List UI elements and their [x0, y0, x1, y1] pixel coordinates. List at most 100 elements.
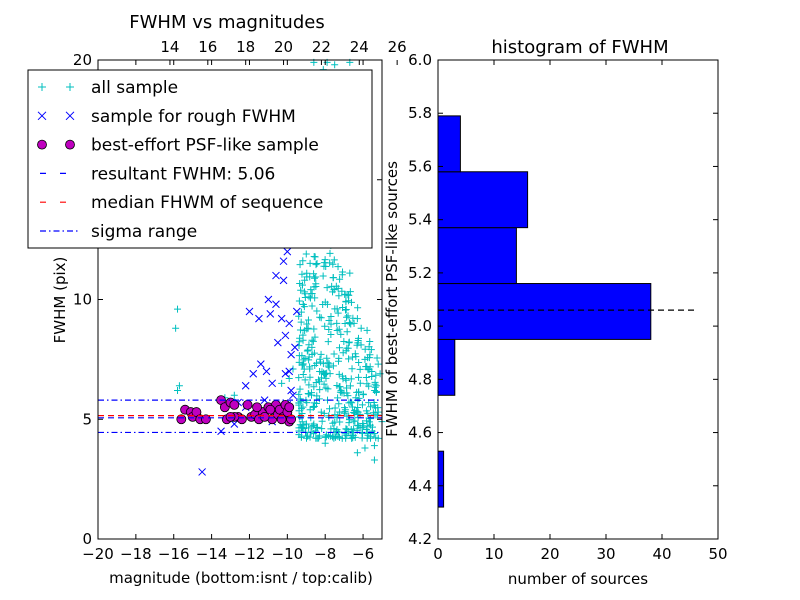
- all-sample-point: [354, 304, 362, 312]
- all-sample-point: [311, 333, 319, 341]
- all-sample-point: [330, 434, 338, 442]
- psf-like-point: [252, 402, 262, 413]
- all-sample-point: [329, 260, 337, 268]
- all-sample-point: [327, 312, 335, 320]
- all-sample-point: [361, 345, 369, 353]
- all-sample-point: [316, 313, 324, 321]
- all-sample-point: [334, 284, 342, 292]
- all-sample-point: [301, 327, 309, 335]
- x-tick-label: 50: [708, 545, 727, 563]
- top-tick-label: 14: [160, 38, 179, 56]
- all-sample-point: [335, 292, 343, 300]
- rough-fwhm-point: [249, 369, 258, 378]
- all-sample-point: [349, 353, 357, 361]
- legend-label: best-effort PSF-like sample: [91, 136, 319, 156]
- all-sample-point: [354, 334, 362, 342]
- all-sample-point: [298, 405, 306, 413]
- histogram-bar: [437, 450, 445, 508]
- all-sample-point: [322, 384, 330, 392]
- scatter-panel: −20−18−16−14−12−10−8−6051015201416182022…: [27, 12, 407, 587]
- all-sample-point: [354, 404, 362, 412]
- all-sample-point: [353, 449, 361, 457]
- scatter-legend: all sample sample for rough FWHM best-effo…: [27, 69, 373, 249]
- y-tick-label: 5.0: [408, 317, 432, 335]
- all-sample-point: [301, 376, 309, 384]
- all-sample-point: [343, 328, 351, 336]
- all-sample-point: [352, 407, 360, 415]
- all-sample-point: [309, 337, 317, 345]
- psf-like-point: [265, 404, 276, 415]
- all-sample-point: [346, 382, 354, 390]
- all-sample-point: [175, 382, 183, 390]
- all-sample-point: [345, 355, 353, 363]
- all-sample-point: [322, 374, 330, 382]
- histogram-bar: [437, 227, 517, 285]
- y-tick-label: 0: [82, 530, 92, 548]
- all-sample-point: [360, 422, 368, 430]
- all-sample-point: [305, 390, 313, 398]
- all-sample-point: [329, 288, 337, 296]
- all-sample-point: [329, 274, 337, 282]
- all-sample-point: [310, 274, 318, 282]
- rough-fwhm-point: [283, 247, 292, 256]
- all-sample-point: [172, 324, 180, 332]
- all-sample-point: [309, 403, 317, 411]
- all-sample-point: [306, 433, 314, 441]
- all-sample-point: [313, 423, 321, 431]
- all-sample-point: [334, 309, 342, 317]
- all-sample-point: [350, 319, 358, 327]
- all-sample-point: [335, 400, 343, 408]
- all-sample-point: [365, 354, 373, 362]
- all-sample-point: [295, 297, 303, 305]
- psf-like-point: [284, 402, 295, 413]
- all-sample-point: [317, 350, 325, 358]
- all-sample-point: [333, 427, 341, 435]
- all-sample-point: [370, 430, 378, 438]
- all-sample-point: [174, 387, 182, 395]
- all-sample-point: [348, 434, 356, 442]
- rough-fwhm-point: [277, 314, 286, 323]
- all-sample-point: [316, 368, 324, 376]
- all-sample-point: [305, 424, 313, 432]
- all-sample-point: [312, 261, 320, 269]
- all-sample-point: [320, 380, 328, 388]
- all-sample-point: [324, 359, 332, 367]
- all-sample-point: [308, 289, 316, 297]
- all-sample-point: [305, 353, 313, 361]
- y-tick-label: 10: [73, 291, 92, 309]
- all-sample-point: [306, 373, 314, 381]
- x-tick-label: −8: [314, 545, 336, 563]
- all-sample-point: [317, 408, 325, 416]
- all-sample-point: [366, 338, 374, 346]
- legend-label: resultant FWHM: 5.06: [91, 164, 275, 184]
- x-tick-label: 20: [540, 545, 559, 563]
- y-tick-label: 5.8: [408, 104, 432, 122]
- all-sample-point: [331, 305, 339, 313]
- all-sample-point: [346, 269, 354, 277]
- all-sample-point: [312, 280, 320, 288]
- rough-fwhm-point: [291, 343, 299, 352]
- all-sample-point: [363, 380, 371, 388]
- all-sample-point: [296, 261, 304, 269]
- all-sample-point: [353, 315, 361, 323]
- x-tick-label: −10: [272, 545, 304, 563]
- all-sample-point: [298, 418, 306, 426]
- all-sample-point: [345, 291, 353, 299]
- histogram-bar: [437, 171, 529, 229]
- y-tick-label: 5: [82, 410, 92, 428]
- all-sample-point: [359, 390, 367, 398]
- all-sample-point: [355, 388, 363, 396]
- all-sample-point: [348, 403, 356, 411]
- all-sample-point: [374, 408, 382, 416]
- all-sample-point: [300, 303, 308, 311]
- all-sample-point: [310, 383, 318, 391]
- rough-fwhm-point: [274, 338, 282, 347]
- top-tick-label: 16: [198, 38, 217, 56]
- all-sample-point: [296, 326, 304, 334]
- all-sample-point: [308, 336, 316, 344]
- all-sample-point: [311, 294, 319, 302]
- y-tick-label: 4.4: [408, 477, 432, 495]
- all-sample-point: [326, 249, 334, 257]
- all-sample-point: [321, 322, 329, 330]
- rough-fwhm-point: [230, 420, 239, 428]
